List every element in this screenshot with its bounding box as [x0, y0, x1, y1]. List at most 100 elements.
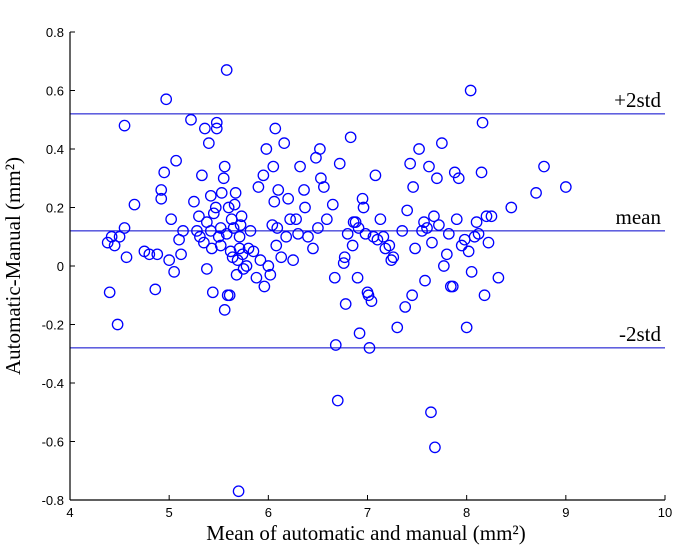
data-point	[294, 160, 306, 173]
data-point	[559, 181, 572, 193]
data-point	[470, 216, 483, 228]
data-point	[250, 271, 263, 284]
x-tick-label: 8	[463, 505, 470, 520]
data-point	[214, 239, 227, 252]
data-point	[476, 116, 489, 129]
x-axis-label: Mean of automatic and manual (mm²)	[206, 521, 525, 545]
data-point	[258, 280, 271, 293]
data-point	[128, 198, 141, 211]
data-point	[442, 227, 455, 240]
y-tick-label: -0.8	[42, 493, 64, 508]
data-point	[244, 225, 257, 237]
data-point	[207, 207, 220, 220]
data-point	[247, 245, 260, 258]
data-point	[407, 181, 419, 193]
y-tick-label: -0.4	[42, 376, 64, 391]
data-point	[353, 327, 366, 340]
axes	[69, 32, 665, 501]
data-point	[440, 248, 453, 261]
data-point	[387, 251, 400, 264]
data-point	[194, 230, 206, 243]
data-point	[217, 172, 230, 185]
data-point	[155, 192, 168, 205]
data-point	[312, 222, 324, 234]
data-point	[337, 257, 350, 269]
data-point	[222, 201, 235, 214]
data-point	[209, 201, 222, 214]
data-point	[346, 239, 359, 252]
y-tick-label: -0.2	[42, 318, 64, 333]
data-point	[204, 189, 217, 202]
data-point	[480, 210, 493, 223]
y-tick-label: 0.6	[46, 84, 64, 99]
data-point	[485, 210, 498, 223]
data-point	[227, 222, 240, 234]
data-point	[349, 216, 362, 228]
data-point	[257, 169, 270, 182]
x-tick-label: 4	[66, 505, 73, 520]
data-point	[118, 119, 131, 132]
data-point	[383, 239, 396, 252]
data-point	[260, 143, 273, 155]
x-tick-label: 10	[658, 505, 672, 520]
data-point	[482, 236, 495, 249]
data-point	[413, 143, 425, 155]
data-point	[307, 242, 319, 255]
data-point	[371, 233, 384, 246]
reference-label-2: -2std	[619, 322, 662, 346]
data-point	[210, 116, 223, 129]
data-point	[237, 263, 250, 275]
data-point	[331, 394, 344, 407]
data-point	[214, 222, 227, 234]
data-point	[185, 113, 197, 126]
data-point	[252, 181, 265, 193]
data-point	[418, 216, 430, 228]
data-points	[101, 64, 572, 498]
data-point	[298, 184, 310, 196]
data-point	[399, 301, 412, 313]
data-point	[202, 137, 215, 149]
data-point	[448, 166, 461, 179]
data-point	[419, 274, 431, 287]
data-point	[478, 289, 491, 302]
data-point	[282, 192, 295, 205]
data-point	[287, 254, 299, 266]
data-point	[464, 84, 477, 97]
data-point	[264, 268, 277, 281]
data-point	[270, 239, 283, 252]
data-point	[108, 239, 121, 252]
data-point	[188, 195, 200, 208]
data-point	[267, 160, 280, 173]
data-point	[233, 242, 246, 255]
data-point	[272, 184, 285, 196]
data-point	[530, 187, 542, 199]
data-point	[363, 342, 376, 354]
reference-label-1: mean	[616, 205, 662, 229]
data-point	[391, 321, 404, 334]
data-point	[236, 248, 249, 261]
data-point	[426, 236, 438, 249]
data-point	[450, 213, 463, 226]
data-point	[344, 131, 357, 144]
data-point	[409, 242, 421, 255]
data-point	[262, 260, 275, 272]
data-point	[220, 64, 233, 76]
data-point	[446, 280, 459, 293]
data-point	[428, 210, 440, 223]
data-point	[475, 166, 488, 179]
data-point	[269, 122, 282, 135]
data-point	[118, 222, 131, 234]
data-point	[329, 339, 342, 351]
x-tick-label: 9	[562, 505, 569, 520]
data-point	[377, 230, 390, 243]
data-point	[465, 265, 478, 278]
data-point	[151, 248, 164, 261]
data-point	[215, 187, 228, 199]
data-point	[206, 286, 219, 299]
y-tick-label: -0.6	[42, 435, 64, 450]
x-tick-label: 5	[166, 505, 173, 520]
data-point	[254, 254, 267, 266]
data-point	[235, 210, 248, 223]
data-point	[278, 137, 291, 149]
data-point	[385, 254, 398, 266]
